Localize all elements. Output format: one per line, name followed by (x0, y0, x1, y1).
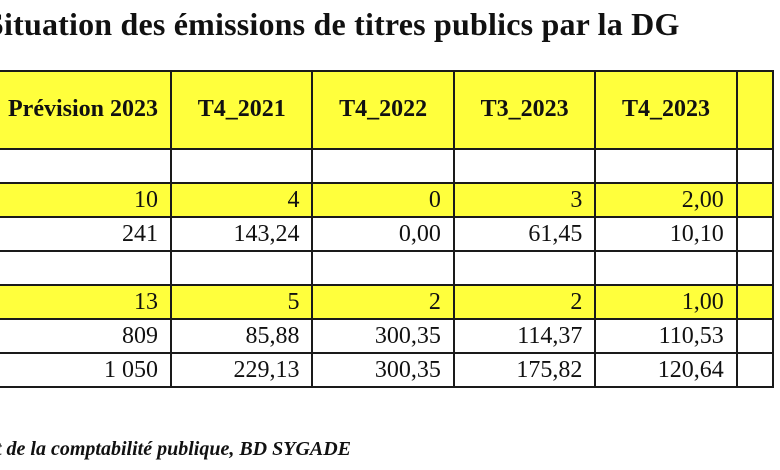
table-row-highlighted: 10 4 0 3 2,00 (0, 182, 775, 218)
column-header-t4-2021: T4_2021 (169, 70, 314, 150)
column-header-t4-2023: T4_2023 (594, 70, 738, 150)
table-cell: 809 (0, 318, 172, 354)
table-cell: 1,00 (594, 284, 738, 320)
table-cell: 1 050 (0, 352, 172, 388)
table-cell (169, 250, 314, 286)
table-cell (311, 148, 455, 184)
table-title: Situation des émissions de titres public… (0, 6, 680, 42)
column-header-t4-2022: T4_2022 (311, 70, 455, 150)
table-row: 809 85,88 300,35 114,37 110,53 (0, 318, 775, 354)
table-cell (594, 250, 738, 286)
table-cell: 300,35 (311, 318, 455, 354)
column-header-prevision-2023: Prévision 2023 (0, 70, 172, 150)
table-cell (0, 148, 172, 184)
table-row: 241 143,24 0,00 61,45 10,10 (0, 216, 775, 252)
table-cell: 175,82 (452, 352, 597, 388)
table-row (0, 250, 775, 286)
table-cell: 3 (452, 182, 597, 218)
table-cell: 61,45 (452, 216, 597, 252)
table-cell: 5 (169, 284, 314, 320)
table-row: 1 050 229,13 300,35 175,82 120,64 (0, 352, 775, 388)
table-cell (0, 250, 172, 286)
table-row (0, 148, 775, 184)
table-cell: 2 (452, 284, 597, 320)
table-cell: 10 (0, 182, 172, 218)
table-cell: 241 (0, 216, 172, 252)
table-cell: 2 (311, 284, 455, 320)
table-cell (735, 284, 775, 320)
table-cell (735, 352, 775, 388)
table-cell (452, 148, 597, 184)
table-cell: 300,35 (311, 352, 455, 388)
table-header-row: Prévision 2023 T4_2021 T4_2022 T3_2023 T… (0, 70, 775, 150)
column-header-cut-off (735, 70, 775, 150)
table-cell: 114,37 (452, 318, 597, 354)
table-cell: 2,00 (594, 182, 738, 218)
table-cell (735, 318, 775, 354)
table-cell: 13 (0, 284, 172, 320)
table-cell: 143,24 (169, 216, 314, 252)
column-header-t3-2023: T3_2023 (452, 70, 597, 150)
table-cell (735, 216, 775, 252)
table-cell (594, 148, 738, 184)
table-cell (452, 250, 597, 286)
table-cell (735, 182, 775, 218)
table-cell: 110,53 (594, 318, 738, 354)
table-cell: 85,88 (169, 318, 314, 354)
table-cell (169, 148, 314, 184)
table-cell: 0,00 (311, 216, 455, 252)
table-row-highlighted: 13 5 2 2 1,00 (0, 284, 775, 320)
table-cell (735, 250, 775, 286)
emissions-table: Prévision 2023 T4_2021 T4_2022 T3_2023 T… (0, 70, 775, 388)
table-cell (311, 250, 455, 286)
table-cell: 120,64 (594, 352, 738, 388)
table-cell: 229,13 (169, 352, 314, 388)
table-cell: 10,10 (594, 216, 738, 252)
source-footnote: t de la comptabilité publique, BD SYGADE (0, 438, 352, 460)
table-cell: 4 (169, 182, 314, 218)
table-cell: 0 (311, 182, 455, 218)
table-cell (735, 148, 775, 184)
